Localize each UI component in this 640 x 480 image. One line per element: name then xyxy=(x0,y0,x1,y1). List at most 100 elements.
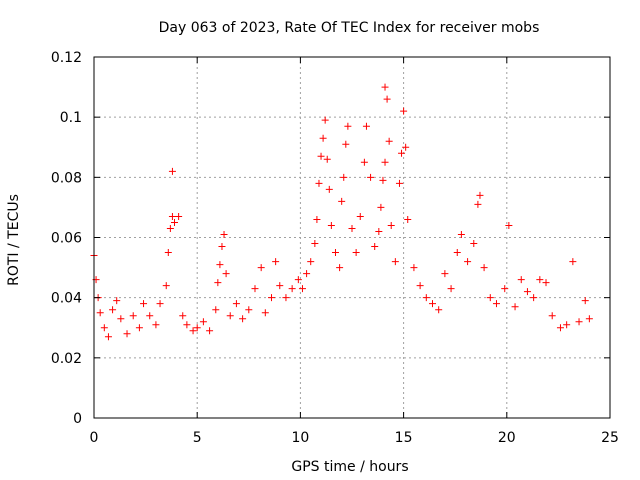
data-point xyxy=(220,230,228,238)
data-point xyxy=(530,294,538,302)
data-point xyxy=(371,243,379,251)
data-point xyxy=(212,306,220,314)
data-point xyxy=(492,300,500,308)
y-tick-label: 0.04 xyxy=(51,291,82,307)
data-point xyxy=(96,309,104,317)
data-point xyxy=(166,224,174,232)
data-point xyxy=(183,321,191,329)
data-point xyxy=(272,258,280,266)
data-point xyxy=(175,212,183,220)
grid-lines xyxy=(94,57,610,418)
y-tick-label: 0.12 xyxy=(51,50,82,66)
data-point xyxy=(156,300,164,308)
data-point xyxy=(117,315,125,323)
data-point xyxy=(331,249,339,257)
x-tick-label: 10 xyxy=(291,430,309,446)
data-point xyxy=(307,258,315,266)
y-tick-label: 0.02 xyxy=(51,351,82,367)
data-point xyxy=(362,122,370,130)
data-point xyxy=(162,282,170,290)
data-point xyxy=(319,134,327,142)
x-tick-label: 15 xyxy=(395,430,413,446)
data-point xyxy=(400,107,408,115)
data-point xyxy=(563,321,571,329)
data-point xyxy=(404,215,412,223)
data-point xyxy=(402,143,410,151)
data-point xyxy=(164,249,172,257)
y-tick-label: 0.1 xyxy=(60,110,82,126)
data-point xyxy=(140,300,148,308)
y-tick-label: 0.06 xyxy=(51,231,82,247)
data-point xyxy=(323,155,331,163)
y-axis-label: ROTI / TECUs xyxy=(6,194,22,286)
data-point xyxy=(276,282,284,290)
data-point xyxy=(505,221,513,229)
data-point xyxy=(239,315,247,323)
data-point xyxy=(398,149,406,157)
data-point xyxy=(135,324,143,332)
data-point xyxy=(206,327,214,335)
data-point xyxy=(298,285,306,293)
data-point xyxy=(379,176,387,184)
data-point xyxy=(348,224,356,232)
data-point xyxy=(261,309,269,317)
data-point xyxy=(226,312,234,320)
data-point xyxy=(381,83,389,91)
axes xyxy=(93,56,611,419)
data-point xyxy=(336,264,344,272)
data-point xyxy=(288,285,296,293)
data-point xyxy=(189,327,197,335)
data-point xyxy=(303,270,311,278)
data-point xyxy=(367,173,375,181)
data-point xyxy=(100,324,108,332)
data-point xyxy=(511,303,519,311)
data-point xyxy=(517,276,525,284)
data-point xyxy=(422,294,430,302)
data-point xyxy=(245,306,253,314)
chart-title: Day 063 of 2023, Rate Of TEC Index for r… xyxy=(159,20,540,36)
data-point xyxy=(321,116,329,124)
data-point xyxy=(395,179,403,187)
data-point xyxy=(480,264,488,272)
x-tick-label: 5 xyxy=(193,430,202,446)
data-point xyxy=(344,122,352,130)
data-point xyxy=(294,276,302,284)
data-point xyxy=(474,200,482,208)
data-point xyxy=(123,330,131,338)
data-point xyxy=(447,285,455,293)
data-point xyxy=(282,294,290,302)
data-point xyxy=(129,312,137,320)
data-point xyxy=(391,258,399,266)
data-point xyxy=(327,221,335,229)
data-point xyxy=(435,306,443,314)
x-tick-label: 20 xyxy=(498,430,516,446)
data-point xyxy=(356,212,364,220)
y-tick-label: 0 xyxy=(73,411,82,427)
data-point xyxy=(199,318,207,326)
data-point xyxy=(168,212,176,220)
data-point xyxy=(193,324,201,332)
data-point xyxy=(315,179,323,187)
data-point xyxy=(410,264,418,272)
data-point xyxy=(575,318,583,326)
data-point xyxy=(104,333,112,341)
data-point xyxy=(268,294,276,302)
data-point xyxy=(216,261,224,269)
data-point xyxy=(385,137,393,145)
data-point xyxy=(501,285,509,293)
data-point xyxy=(313,215,321,223)
data-point xyxy=(542,279,550,287)
x-tick-label: 25 xyxy=(601,430,619,446)
tick-labels: 0 5 10 15 20 25 0 0.02 0.04 0.06 0.08 0.1 0.12 xyxy=(51,50,619,446)
plot-frame xyxy=(93,56,611,419)
data-point xyxy=(222,270,230,278)
data-point xyxy=(251,285,259,293)
data-point xyxy=(581,297,589,305)
data-point xyxy=(416,282,424,290)
y-tick-label: 0.08 xyxy=(51,170,82,186)
data-point xyxy=(113,297,121,305)
data-point xyxy=(311,240,319,248)
x-axis-label: GPS time / hours xyxy=(291,459,408,475)
data-point xyxy=(585,315,593,323)
